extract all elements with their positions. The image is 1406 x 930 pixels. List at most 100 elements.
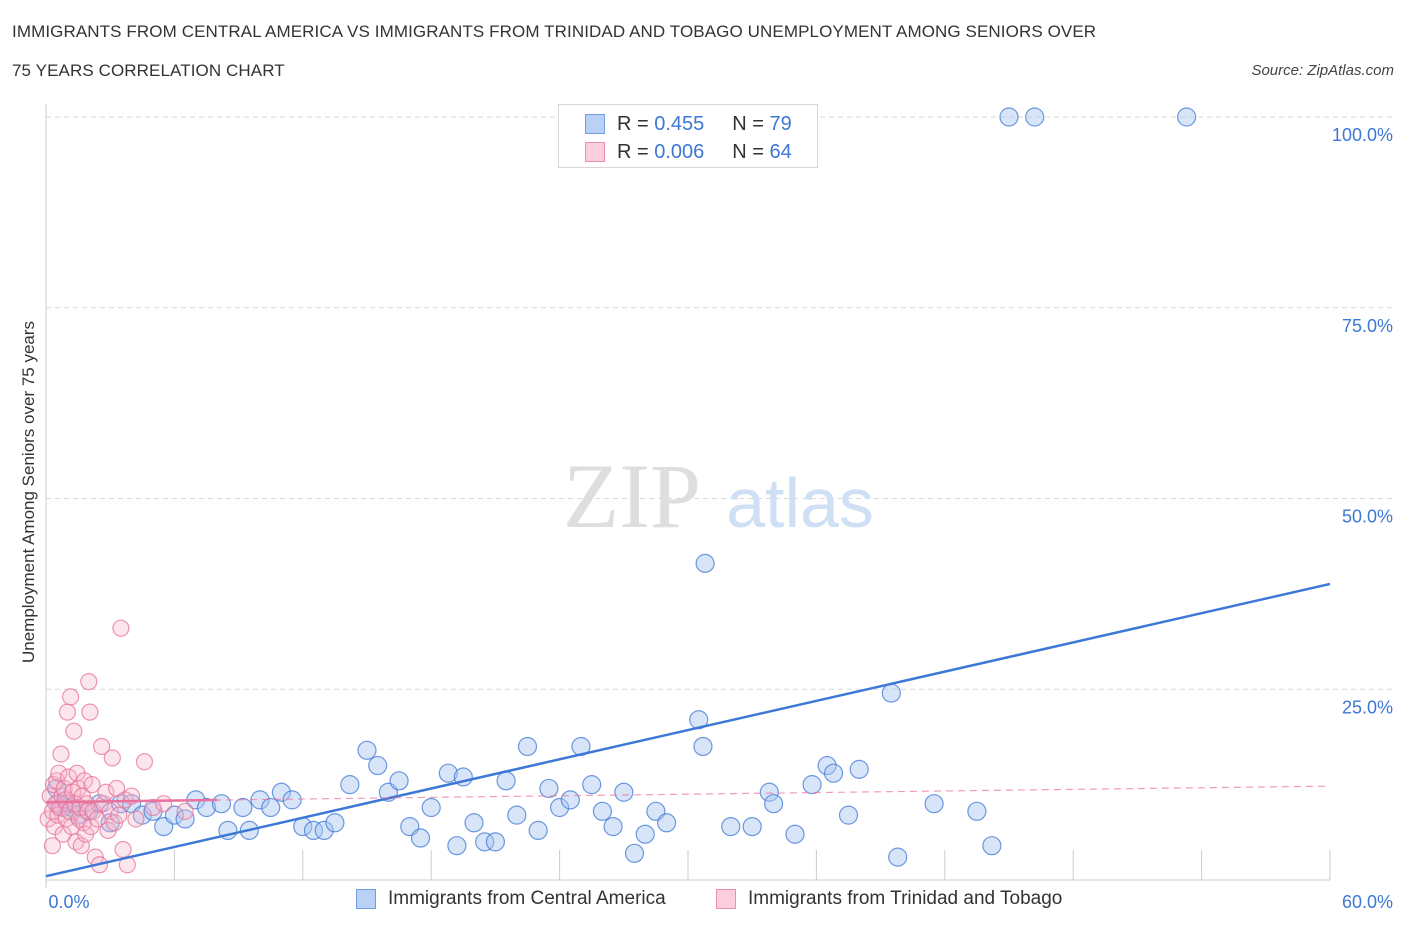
data-point	[517, 736, 538, 757]
tick-labels: 100.0% 75.0% 50.0% 25.0% 0.0% 60.0%	[48, 125, 1393, 912]
legend-n-label: N =	[732, 112, 764, 135]
data-point	[849, 759, 869, 779]
watermark-zip: ZIP	[563, 445, 701, 547]
chart-title-line2: 75 YEARS CORRELATION CHART	[12, 61, 285, 80]
legend-n-label: N =	[732, 140, 764, 163]
legend-swatch-pink	[585, 142, 605, 162]
trend-layer	[45, 582, 1331, 878]
data-point	[282, 790, 302, 810]
x-tick-label: 60.0%	[1342, 892, 1393, 912]
data-point	[80, 673, 98, 691]
data-point	[624, 843, 645, 863]
chart-title-line1: IMMIGRANTS FROM CENTRAL AMERICA VS IMMIG…	[12, 22, 1097, 41]
data-point	[108, 779, 126, 798]
data-point	[838, 805, 859, 825]
data-point	[560, 790, 580, 810]
trendline-trinidad-tobago-dashed	[45, 785, 1331, 803]
data-point	[93, 737, 111, 756]
data-point	[88, 810, 106, 828]
data-point	[164, 805, 184, 825]
data-point	[421, 797, 441, 818]
data-point	[144, 798, 162, 817]
data-point	[592, 801, 613, 821]
data-point	[539, 778, 559, 799]
data-point	[81, 703, 99, 721]
data-point	[507, 805, 527, 825]
data-point	[135, 753, 154, 771]
data-point	[475, 832, 495, 852]
data-point	[759, 782, 779, 802]
data-point	[1025, 107, 1045, 127]
series-legend-central-america[interactable]: Immigrants from Central America	[356, 888, 666, 910]
data-point	[881, 683, 901, 703]
data-point	[340, 775, 360, 795]
points-layer	[39, 107, 1197, 874]
data-point	[314, 820, 334, 841]
data-point	[817, 755, 837, 776]
data-point	[357, 740, 377, 760]
legend-n-value: 79	[769, 112, 792, 135]
data-point	[496, 771, 516, 791]
series-trinidad-tobago-points	[39, 619, 194, 874]
data-point	[261, 797, 281, 818]
trendline-central-america	[45, 582, 1331, 878]
y-tick-label: 75.0%	[1342, 316, 1393, 336]
y-tick-label: 50.0%	[1342, 507, 1393, 527]
data-point	[114, 840, 132, 859]
series-legend-label: Immigrants from Central America	[388, 888, 666, 909]
data-point	[368, 755, 388, 776]
series-legend-label: Immigrants from Trinidad and Tobago	[748, 888, 1063, 909]
data-point	[438, 763, 458, 783]
data-point	[447, 836, 467, 856]
data-point	[823, 763, 844, 783]
legend-swatch-blue	[585, 114, 605, 134]
legend-n-value: 64	[769, 140, 792, 163]
series-swatch-blue	[356, 889, 376, 909]
watermark-atlas: atlas	[726, 464, 874, 542]
data-point	[888, 847, 908, 867]
data-point	[52, 745, 70, 763]
data-point	[999, 107, 1019, 127]
legend-row-central-america: R = 0.455 N = 79	[585, 112, 792, 136]
data-point	[211, 794, 232, 814]
series-central-america-points	[47, 107, 1197, 867]
series-legend-trinidad-tobago[interactable]: Immigrants from Trinidad and Tobago	[716, 888, 1062, 910]
data-point	[982, 836, 1002, 856]
axis-layer	[45, 104, 1331, 888]
data-point	[112, 619, 130, 637]
data-point	[721, 816, 741, 837]
data-point	[528, 820, 548, 841]
data-point	[695, 553, 715, 573]
data-point	[62, 688, 80, 706]
data-point	[83, 776, 101, 794]
data-point	[410, 828, 431, 848]
data-point	[485, 832, 505, 852]
data-point	[1177, 107, 1197, 127]
data-point	[635, 824, 655, 844]
y-tick-label: 25.0%	[1342, 697, 1393, 717]
data-point	[802, 775, 822, 795]
data-point	[464, 813, 484, 833]
data-point	[271, 782, 291, 802]
legend-r-value: 0.455	[654, 112, 705, 135]
data-point	[924, 794, 944, 814]
data-point	[763, 794, 784, 814]
data-point	[43, 837, 62, 855]
data-point	[65, 722, 83, 740]
data-point	[967, 801, 987, 821]
y-axis-label: Unemployment Among Seniors over 75 years	[19, 321, 38, 663]
data-point	[603, 816, 623, 837]
data-point	[58, 703, 77, 721]
data-point	[110, 806, 128, 824]
data-point	[785, 824, 805, 844]
data-point	[742, 816, 762, 837]
legend-r-label: R =	[617, 140, 649, 163]
data-point	[582, 775, 602, 795]
x-tick-label: 0.0%	[48, 892, 89, 912]
data-point	[325, 813, 345, 833]
data-point	[155, 795, 173, 813]
series-legend: Immigrants from Central America Immigran…	[0, 888, 1406, 918]
data-point	[389, 771, 409, 791]
grid-layer	[46, 116, 1392, 690]
